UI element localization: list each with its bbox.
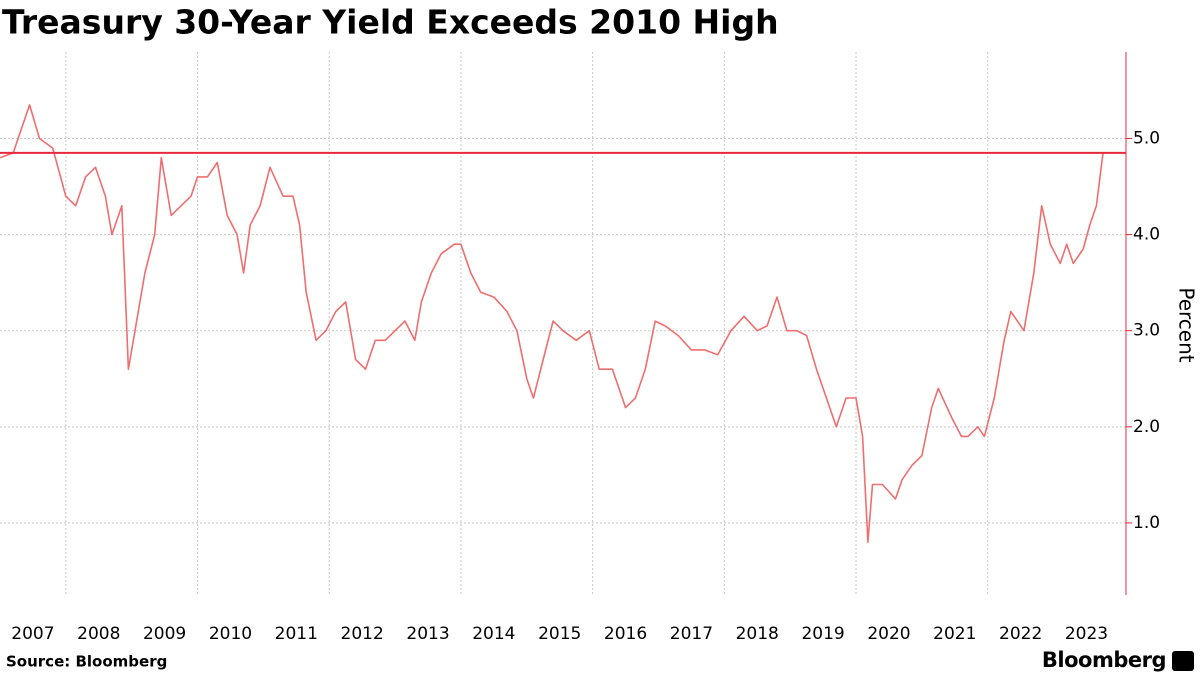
x-tick-label: 2011 — [275, 624, 318, 644]
x-tick-label: 2022 — [999, 624, 1042, 644]
x-tick-label: 2007 — [11, 624, 54, 644]
x-tick-label: 2017 — [670, 624, 713, 644]
source: Source: Bloomberg — [6, 653, 167, 671]
y-tick-label: 5.0 — [1133, 128, 1160, 148]
x-tick-label: 2014 — [472, 624, 515, 644]
brand: Bloomberg — [1042, 648, 1166, 672]
x-tick-label: 2013 — [406, 624, 449, 644]
x-tick-label: 2023 — [1065, 624, 1108, 644]
series-line — [0, 104, 1104, 543]
brand-icon — [1172, 651, 1194, 671]
x-tick-label: 2016 — [604, 624, 647, 644]
x-tick-label: 2018 — [736, 624, 779, 644]
x-tick-label: 2008 — [77, 624, 120, 644]
x-tick-label: 2019 — [801, 624, 844, 644]
y-axis-label: Percent — [1175, 287, 1199, 362]
chart-title: Treasury 30-Year Yield Exceeds 2010 High — [2, 3, 779, 42]
y-tick-label: 1.0 — [1133, 513, 1160, 533]
x-tick-label: 2021 — [933, 624, 976, 644]
y-tick-label: 4.0 — [1133, 225, 1160, 245]
x-tick-label: 2012 — [341, 624, 384, 644]
x-tick-label: 2020 — [867, 624, 910, 644]
x-tick-label: 2009 — [143, 624, 186, 644]
y-tick-label: 2.0 — [1133, 417, 1160, 437]
x-tick-label: 2010 — [209, 624, 252, 644]
x-tick-label: 2015 — [538, 624, 581, 644]
y-tick-label: 3.0 — [1133, 321, 1160, 341]
